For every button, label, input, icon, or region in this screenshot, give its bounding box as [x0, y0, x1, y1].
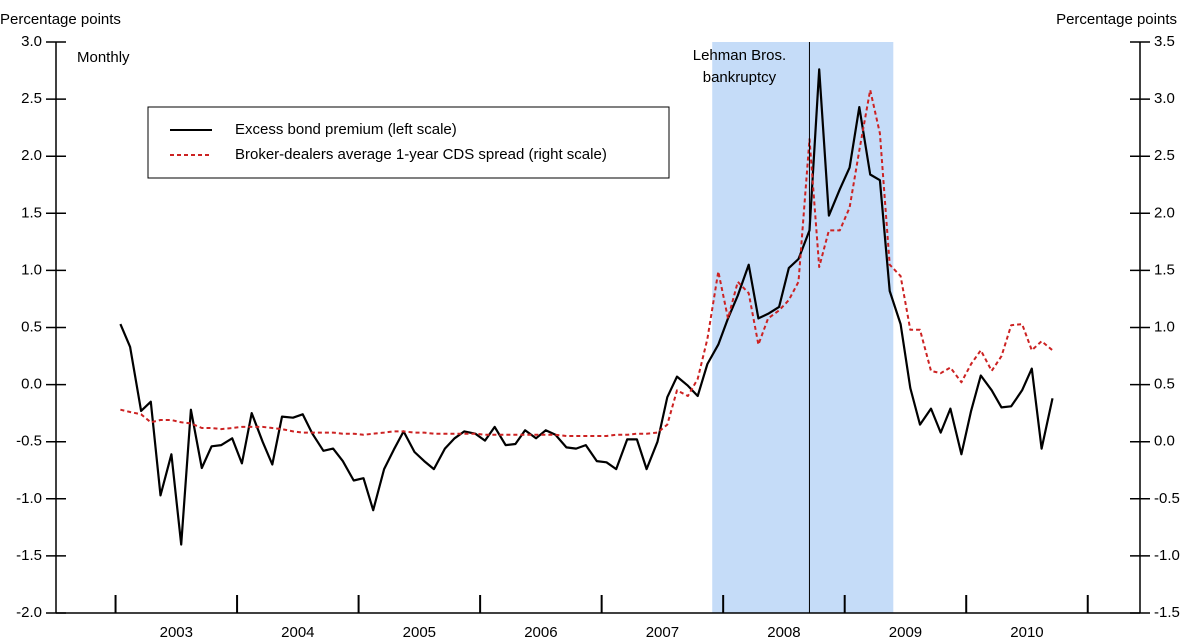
y-tick-label: 1.5 [21, 204, 42, 221]
y-tick-label: 3.0 [21, 33, 42, 50]
subtitle: Monthly [77, 49, 130, 66]
x-tick-label: 2005 [403, 624, 436, 641]
x-tick-label: 2010 [1010, 624, 1043, 641]
y-tick-label: -1.0 [16, 490, 42, 507]
x-tick-label: 2003 [160, 624, 193, 641]
y2-tick-label: 2.5 [1154, 147, 1175, 164]
y2-tick-label: -1.0 [1154, 547, 1180, 564]
y2-axis-label: Percentage points [1056, 11, 1177, 28]
x-tick-label: 2009 [889, 624, 922, 641]
annotation: bankruptcy [703, 69, 777, 86]
series-line [119, 68, 1054, 546]
y2-tick-label: 1.5 [1154, 261, 1175, 278]
y2-tick-label: 3.5 [1154, 33, 1175, 50]
y2-tick-label: 0.5 [1154, 376, 1175, 393]
y2-tick-label: 2.0 [1154, 204, 1175, 221]
y-tick-label: -2.0 [16, 604, 42, 621]
y-tick-label: 1.0 [21, 261, 42, 278]
y2-tick-label: 0.0 [1154, 433, 1175, 450]
x-tick-label: 2006 [524, 624, 557, 641]
y-tick-label: 2.5 [21, 90, 42, 107]
y-tick-label: 0.5 [21, 318, 42, 335]
x-tick-label: 2007 [646, 624, 679, 641]
y-tick-label: -1.5 [16, 547, 42, 564]
x-tick-label: 2008 [767, 624, 800, 641]
y-axis-label: Percentage points [0, 11, 121, 28]
series-line [120, 89, 1054, 437]
recession-shading [712, 42, 894, 613]
y2-tick-label: 1.0 [1154, 318, 1175, 335]
y2-tick-label: -1.5 [1154, 604, 1180, 621]
y-tick-label: -0.5 [16, 433, 42, 450]
legend-label: Broker-dealers average 1-year CDS spread… [235, 146, 607, 163]
annotation: Lehman Bros. [693, 47, 786, 64]
legend-box [147, 106, 670, 179]
y-tick-label: 0.0 [21, 376, 42, 393]
legend-label: Excess bond premium (left scale) [235, 121, 457, 138]
y-tick-label: 2.0 [21, 147, 42, 164]
y2-tick-label: -0.5 [1154, 490, 1180, 507]
x-tick-label: 2004 [281, 624, 314, 641]
y2-tick-label: 3.0 [1154, 90, 1175, 107]
